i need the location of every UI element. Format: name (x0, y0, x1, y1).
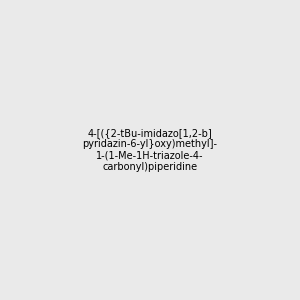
Text: 4-[({2-tBu-imidazo[1,2-b]
pyridazin-6-yl}oxy)methyl]-
1-(1-Me-1H-triazole-4-
car: 4-[({2-tBu-imidazo[1,2-b] pyridazin-6-yl… (82, 128, 218, 172)
